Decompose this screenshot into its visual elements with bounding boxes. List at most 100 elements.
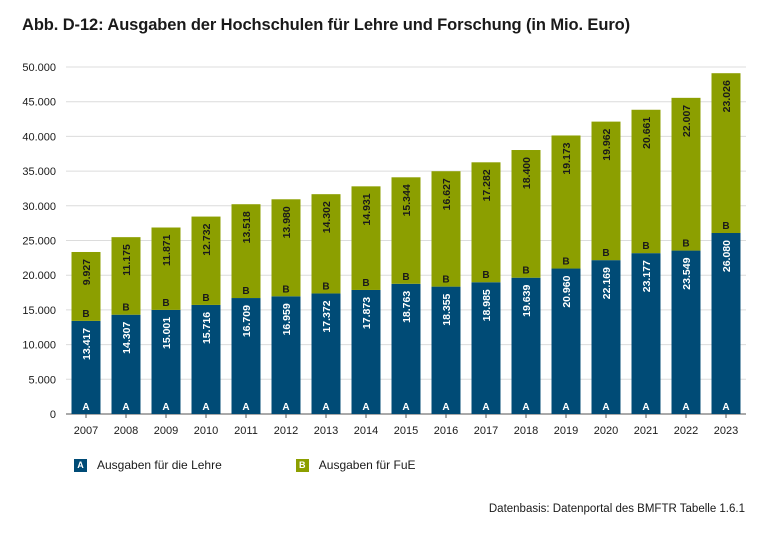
- bar-fue: [471, 162, 501, 283]
- y-tick-label: 0: [50, 409, 56, 421]
- y-tick-label: 15.000: [22, 305, 56, 317]
- bar-marker-b: B: [562, 257, 569, 268]
- x-tick-label: 2012: [274, 425, 298, 437]
- x-tick-label: 2009: [154, 425, 178, 437]
- bar-marker-b: B: [282, 284, 289, 295]
- x-tick-label: 2011: [234, 425, 258, 437]
- legend-item-lehre: A Ausgaben für die Lehre: [74, 458, 222, 472]
- bar-lehre: [351, 289, 381, 414]
- data-label-fue: 13.518: [241, 211, 253, 243]
- y-tick-label: 35.000: [22, 166, 56, 178]
- bar-fue: [591, 121, 621, 261]
- y-tick-label: 30.000: [22, 201, 56, 213]
- x-tick-label: 2010: [194, 425, 218, 437]
- bar-marker-a: A: [282, 402, 289, 413]
- data-label-lehre: 23.177: [641, 260, 653, 292]
- bar-marker-a: A: [362, 402, 369, 413]
- bar-fue: [311, 194, 341, 294]
- bar-fue: [631, 109, 661, 254]
- bar-fue: [551, 135, 581, 269]
- x-tick-label: 2019: [554, 425, 578, 437]
- bar-fue: [351, 186, 381, 290]
- data-label-fue: 18.400: [521, 157, 533, 189]
- bar-marker-b: B: [522, 266, 529, 277]
- data-label-fue: 15.344: [401, 184, 413, 216]
- bar-lehre: [231, 298, 261, 414]
- bar-lehre: [311, 293, 341, 414]
- legend-label-lehre: Ausgaben für die Lehre: [97, 458, 222, 472]
- bar-lehre: [511, 277, 541, 414]
- legend-item-fue: B Ausgaben für FuE: [295, 458, 416, 472]
- bar-lehre: [551, 268, 581, 414]
- x-tick-label: 2022: [674, 425, 698, 437]
- data-label-lehre: 14.307: [121, 322, 133, 354]
- bar-lehre: [71, 320, 101, 414]
- bar-fue: [191, 216, 221, 305]
- data-label-fue: 16.627: [441, 178, 453, 210]
- bar-lehre: [391, 283, 421, 414]
- data-label-lehre: 23.549: [681, 257, 693, 289]
- bar-marker-b: B: [82, 309, 89, 320]
- bar-lehre: [711, 233, 741, 414]
- bar-marker-a: A: [602, 402, 609, 413]
- data-label-lehre: 15.001: [161, 317, 173, 349]
- bar-marker-a: A: [562, 402, 569, 413]
- bar-fue: [111, 237, 141, 315]
- y-tick-label: 10.000: [22, 340, 56, 352]
- data-label-fue: 11.871: [161, 234, 173, 266]
- bar-marker-a: A: [162, 402, 169, 413]
- bar-marker-b: B: [402, 272, 409, 283]
- bar-fue: [431, 171, 461, 287]
- x-tick-label: 2021: [634, 425, 658, 437]
- legend-label-fue: Ausgaben für FuE: [318, 458, 416, 472]
- bar-lehre: [671, 250, 701, 414]
- bar-marker-b: B: [322, 281, 329, 292]
- bar-fue: [271, 199, 301, 297]
- x-tick-label: 2008: [114, 425, 138, 437]
- bar-fue: [391, 177, 421, 284]
- legend-swatch-lehre: A: [74, 458, 87, 472]
- bar-lehre: [631, 253, 661, 414]
- data-label-fue: 14.931: [361, 193, 373, 225]
- y-tick-label: 45.000: [22, 97, 56, 109]
- bar-lehre: [271, 296, 301, 414]
- y-tick-label: 20.000: [22, 270, 56, 282]
- bar-lehre: [191, 304, 221, 414]
- x-tick-label: 2007: [74, 425, 98, 437]
- bar-marker-b: B: [602, 248, 609, 259]
- data-label-lehre: 17.873: [361, 297, 373, 329]
- x-tick-label: 2015: [394, 425, 418, 437]
- bar-marker-b: B: [362, 278, 369, 289]
- data-label-fue: 23.026: [721, 80, 733, 112]
- bar-marker-b: B: [242, 286, 249, 297]
- legend-swatch-fue: B: [295, 458, 309, 472]
- bar-marker-b: B: [202, 293, 209, 304]
- bar-fue: [231, 204, 261, 299]
- data-label-lehre: 18.763: [401, 291, 413, 323]
- data-label-fue: 13.980: [281, 206, 293, 238]
- x-tick-label: 2013: [314, 425, 338, 437]
- data-label-fue: 12.732: [201, 223, 213, 255]
- bar-lehre: [431, 286, 461, 414]
- bar-marker-b: B: [482, 270, 489, 281]
- data-label-lehre: 15.716: [201, 312, 213, 344]
- bar-marker-a: A: [242, 402, 249, 413]
- bar-marker-a: A: [642, 402, 649, 413]
- bar-marker-a: A: [322, 402, 329, 413]
- bar-marker-a: A: [122, 402, 129, 413]
- bar-marker-b: B: [642, 241, 649, 252]
- bar-marker-a: A: [722, 402, 729, 413]
- data-label-lehre: 26.080: [721, 240, 733, 272]
- source-note: Datenbasis: Datenportal des BMFTR Tabell…: [488, 503, 745, 515]
- data-label-fue: 17.282: [481, 169, 493, 201]
- bar-fue: [71, 251, 101, 321]
- bar-marker-b: B: [442, 275, 449, 286]
- data-label-lehre: 19.639: [521, 285, 533, 317]
- x-tick-label: 2023: [714, 425, 738, 437]
- bar-lehre: [591, 260, 621, 414]
- data-label-lehre: 18.985: [481, 289, 493, 321]
- bar-lehre: [471, 282, 501, 414]
- bar-marker-a: A: [82, 402, 89, 413]
- bar-lehre: [151, 309, 181, 414]
